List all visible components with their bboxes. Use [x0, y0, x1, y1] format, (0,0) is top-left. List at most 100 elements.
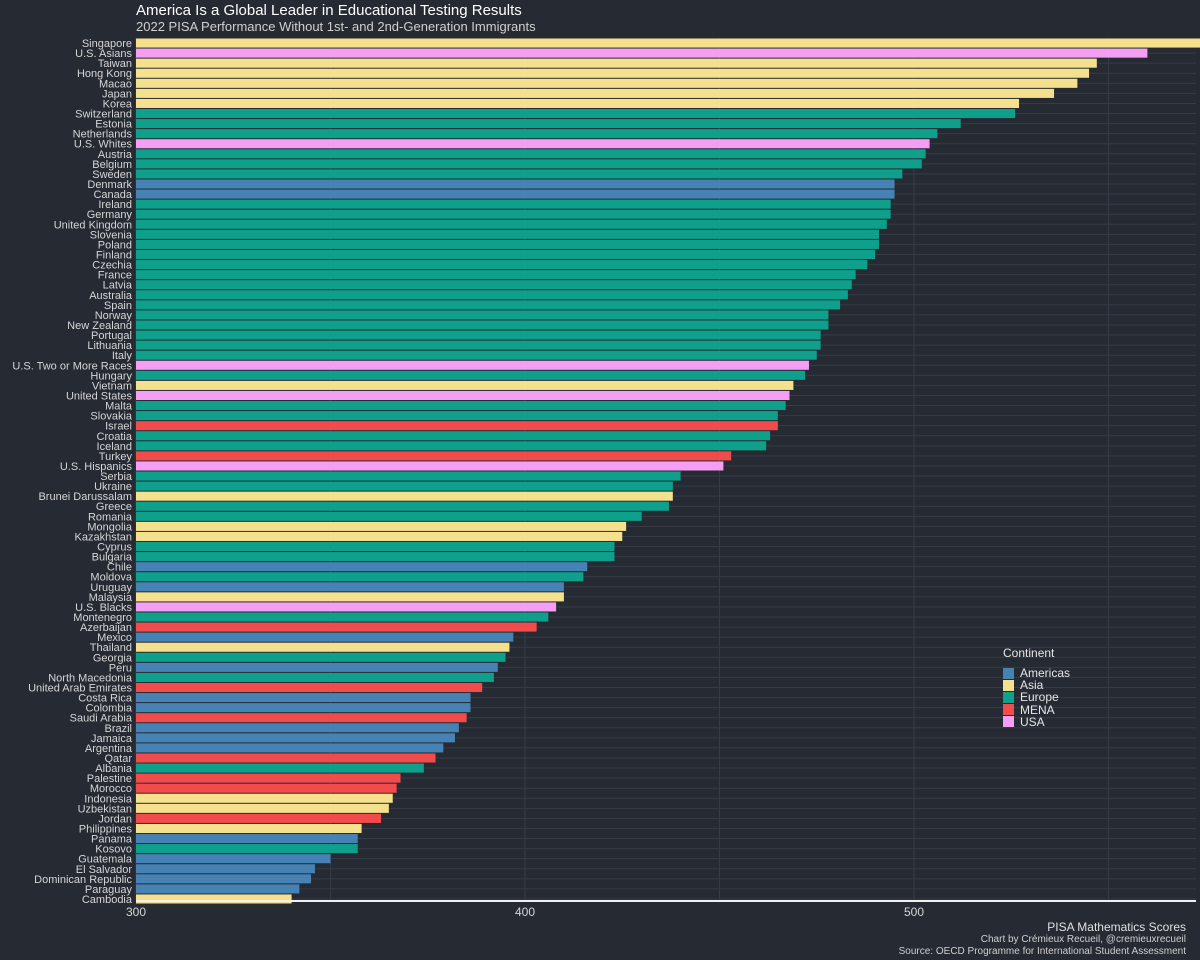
category-label: Moldova — [90, 572, 132, 584]
category-label: Macao — [99, 78, 132, 90]
category-label: Finland — [96, 250, 132, 262]
bar — [136, 541, 615, 552]
bar — [136, 421, 778, 431]
category-label: Dominican Republic — [34, 874, 132, 886]
bar — [136, 209, 891, 219]
bar — [136, 622, 537, 632]
legend-swatch — [1003, 716, 1014, 728]
bar — [136, 441, 767, 451]
legend-label: USA — [1020, 714, 1045, 729]
bar — [136, 773, 401, 783]
category-label: El Salvador — [76, 864, 133, 876]
bar — [136, 572, 584, 582]
category-label: Croatia — [97, 431, 133, 443]
category-label: Denmark — [87, 179, 132, 191]
bar — [136, 169, 903, 179]
category-label: Brazil — [104, 723, 132, 735]
category-label: U.S. Two or More Races — [12, 360, 132, 372]
category-label: Hong Kong — [77, 68, 132, 80]
category-label: U.S. Asians — [75, 48, 132, 60]
category-label: Uzbekistan — [78, 803, 132, 815]
source-caption: Source: OECD Programme for International… — [898, 946, 1186, 957]
bar — [136, 98, 1020, 108]
bars-layer — [136, 38, 1200, 904]
legend-swatch — [1003, 704, 1014, 716]
category-label: Malta — [105, 401, 133, 413]
bar — [136, 582, 564, 592]
chart-title: America Is a Global Leader in Educationa… — [136, 2, 522, 19]
category-label: Romania — [88, 511, 133, 523]
category-label: Ireland — [98, 199, 132, 211]
bar — [136, 159, 922, 169]
bar — [136, 411, 778, 421]
bar — [136, 602, 557, 612]
category-label: Kosovo — [95, 844, 132, 856]
legend-swatch — [1003, 667, 1014, 679]
category-label: U.S. Blacks — [75, 602, 132, 614]
bar — [136, 652, 506, 662]
category-label: Turkey — [99, 451, 133, 463]
bar — [136, 370, 806, 380]
category-label: Ukraine — [94, 481, 132, 493]
bar — [136, 350, 817, 360]
category-label: Estonia — [95, 119, 133, 131]
legend-swatch — [1003, 679, 1014, 691]
bar — [136, 612, 549, 622]
x-tick-label: 400 — [515, 905, 535, 919]
x-tick-label: 300 — [126, 905, 146, 919]
category-label: Bulgaria — [92, 552, 133, 564]
category-label: Malaysia — [89, 592, 133, 604]
category-label: New Zealand — [67, 320, 132, 332]
category-label: Costa Rica — [78, 693, 133, 705]
bar — [136, 844, 358, 854]
bar — [136, 813, 382, 823]
category-label: Slovakia — [90, 411, 132, 423]
bar — [136, 874, 312, 884]
legend-title: Continent — [1003, 646, 1055, 660]
legend-item: USA — [1003, 714, 1070, 729]
bar — [136, 471, 681, 481]
category-label: Taiwan — [98, 58, 132, 70]
bar — [136, 864, 315, 874]
bar — [136, 260, 868, 270]
category-label: Kazakhstan — [75, 531, 132, 543]
category-label: Singapore — [82, 38, 132, 50]
category-label: Uruguay — [90, 582, 132, 594]
bar — [136, 340, 821, 350]
bar — [136, 330, 821, 340]
category-label: U.S. Hispanics — [60, 461, 133, 473]
bar — [136, 401, 786, 411]
category-label: Austria — [98, 149, 133, 161]
category-label: Jamaica — [91, 733, 133, 745]
bar — [136, 199, 891, 209]
category-label: Slovenia — [90, 229, 133, 241]
x-tick-label: 500 — [904, 905, 924, 919]
bar — [136, 239, 879, 249]
category-label: Germany — [87, 209, 133, 221]
category-label: Indonesia — [84, 793, 133, 805]
legend-label: MENA — [1020, 702, 1055, 717]
category-label: Israel — [105, 421, 132, 433]
legend-items: Americas Asia Europe MENA USA — [1003, 666, 1071, 729]
bar — [136, 803, 389, 813]
category-label: United Arab Emirates — [28, 683, 132, 695]
bar — [136, 451, 732, 461]
credit-caption: Chart by Crémieux Recueil, @cremieuxrecu… — [980, 934, 1186, 945]
category-label: Guatemala — [78, 854, 133, 866]
category-label: Qatar — [104, 753, 132, 765]
bar — [136, 360, 809, 370]
category-label: France — [98, 270, 132, 282]
bar — [136, 139, 930, 149]
bar — [136, 693, 471, 703]
category-label: Argentina — [85, 743, 133, 755]
bar — [136, 562, 588, 572]
category-label: Sweden — [92, 169, 132, 181]
category-label: United Kingdom — [54, 219, 132, 231]
x-axis-ticks: 300 400 500 — [126, 905, 924, 919]
bar — [136, 823, 362, 834]
bar — [136, 682, 483, 693]
category-label: Cambodia — [82, 894, 133, 906]
legend-label: Americas — [1020, 666, 1071, 681]
bar — [136, 119, 961, 129]
